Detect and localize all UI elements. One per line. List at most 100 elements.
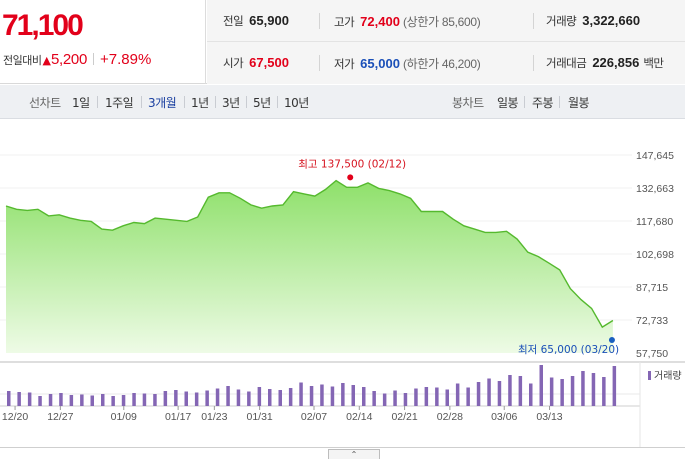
volume-bar [476,382,481,406]
up-arrow-icon: ▲ [42,54,51,67]
price-annotations: 최고 137,500 (02/12) 최저 65,000 (03/20) [298,158,619,356]
volume-bar [539,365,543,406]
volume-bar [414,388,418,406]
toolbar-divider [524,96,525,108]
stat-unit: 백만 [643,56,664,70]
stat-value: 3,322,660 [582,13,641,28]
volume-bar [351,385,355,406]
volume-bar [591,373,596,406]
stat-label: 전일 [223,14,244,28]
volume-bar [529,383,533,406]
volume-bar [602,377,606,406]
volume-bar [174,390,178,406]
volume-legend-swatch [648,371,651,380]
volume-bar [445,389,449,406]
x-tick-label: 12/20 [2,411,28,423]
chevron-up-icon: ⌃ [350,450,358,459]
candle-monthly-button[interactable]: 월봉 [568,96,590,110]
stat-value: 72,400 [360,14,400,29]
current-price: 71,100 [2,9,84,42]
stat-label: 거래대금 [546,56,587,70]
period-1w-button[interactable]: 1주일 [105,96,134,110]
volume-bar [59,393,63,406]
stat-label: 시가 [223,56,244,70]
toolbar-divider [97,96,98,108]
stat-value: 226,856 [592,55,640,70]
change-label: 전일대비 [3,54,42,67]
volume-bar [153,394,157,406]
lower-limit: (하한가 46,200) [402,57,481,71]
y-tick-label: 132,663 [636,183,674,195]
change-row: 전일대비▲5,200 +7.89% [3,51,151,68]
current-price-box: 71,100 전일대비▲5,200 +7.89% [0,0,206,84]
volume-bar [549,377,554,406]
volume-bar [184,391,188,406]
volume-bar [497,381,502,406]
volume-bar [257,387,262,406]
period-5y-button[interactable]: 5년 [253,96,271,110]
stat-turnover: 거래대금 226,856 백만 [546,55,664,71]
volume-bar [38,396,42,406]
price-area-fill [6,180,613,353]
period-1y-button[interactable]: 1년 [191,96,209,110]
volume-bar [362,387,366,406]
period-1d-button[interactable]: 1일 [72,96,90,110]
x-tick-label: 03/13 [536,411,562,423]
candle-daily-button[interactable]: 일봉 [497,96,519,110]
volume-bar [236,389,241,406]
candle-weekly-button[interactable]: 주봉 [532,96,554,110]
price-line [5,179,614,329]
volume-bar [372,391,376,406]
volume-bar [7,391,11,406]
volume-bar [330,386,335,406]
volume-bar [320,384,324,406]
volume-bar [90,395,94,406]
max-price-marker [347,174,354,181]
upper-limit: (상한가 85,600) [402,15,481,29]
period-3y-button[interactable]: 3년 [222,96,240,110]
toolbar-divider [184,96,185,108]
x-tick-label: 02/14 [346,411,372,423]
candle-chart-label: 봉차트 [452,96,484,110]
x-tick-label: 02/21 [391,411,417,423]
price-area [5,179,614,353]
period-3m-button[interactable]: 3개월 [148,96,177,110]
y-tick-label: 57,750 [636,348,668,360]
x-tick-label: 02/28 [437,411,463,423]
toolbar-divider [141,96,142,108]
volume-bar [80,394,84,406]
change-divider [93,53,94,65]
volume-bar [508,375,512,406]
quote-stats: 전일 65,900 고가 72,400 (상한가 85,600) 거래량 3,322,6… [207,0,685,84]
volume-bar [612,366,617,406]
stat-value: 65,900 [249,13,289,28]
x-tick-label: 03/06 [491,411,517,423]
volume-bar [142,393,147,406]
x-tick-label: 01/23 [201,411,227,423]
stat-label: 거래량 [546,14,577,28]
line-chart-label: 선차트 [29,96,61,110]
x-tick-label: 01/31 [247,411,273,423]
period-10y-button[interactable]: 10년 [284,96,309,110]
volume-bar [435,387,439,406]
stat-high: 고가 72,400 (상한가 85,600) [334,13,481,30]
stat-divider [533,55,534,71]
change-percent: +7.89% [100,51,152,68]
toolbar-divider [215,96,216,108]
stat-prev-close: 전일 65,900 [223,13,289,29]
x-tick-label: 01/17 [165,411,191,423]
stat-volume: 거래량 3,322,660 [546,13,640,29]
quote-header: 71,100 전일대비▲5,200 +7.89% 전일 65,900 고가 72,40… [0,0,685,84]
min-price-marker [608,337,615,344]
y-tick-label: 102,698 [636,249,674,261]
stat-divider [319,55,320,71]
volume-bar [69,395,74,406]
volume-bar [299,382,303,406]
volume-bar [226,386,230,406]
volume-bar [393,390,397,406]
y-tick-label: 72,733 [636,315,668,327]
stat-divider [533,13,534,29]
volume-bar [27,392,32,406]
collapse-toggle-button[interactable]: ⌃ [328,449,380,459]
stat-open: 시가 67,500 [223,55,289,71]
